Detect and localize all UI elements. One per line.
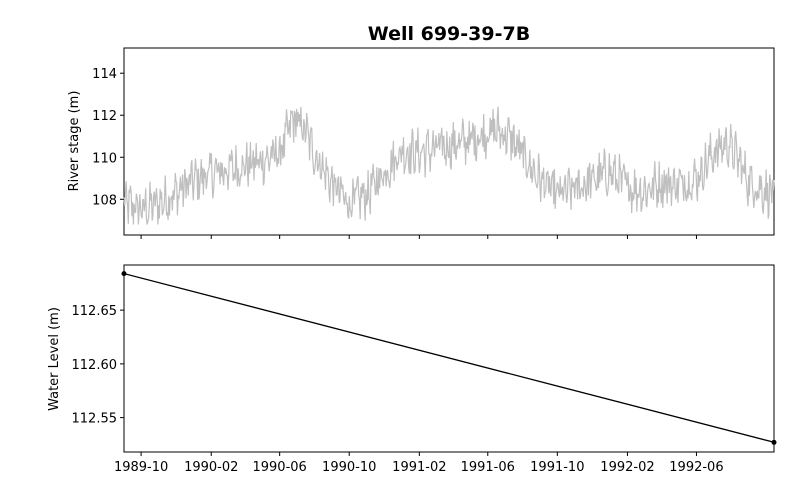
x-tick-label: 1990-10 [322,460,376,475]
water-level-point [121,271,127,277]
water-level-panel: 112.55 112.60 112.65 1989-10 1990-02 1990-06… [47,264,777,475]
x-tick-label: 1990-06 [252,460,306,475]
x-tick-label: 1991-06 [461,460,515,475]
water-level-x-ticks: 1989-10 1990-02 1990-06 1990-10 1991-02 1991-… [114,452,724,475]
x-tick-label: 1992-06 [669,460,723,475]
river-stage-y-tick-label: 112 [92,109,117,124]
x-tick-label: 1991-10 [530,460,584,475]
x-tick-label: 1990-02 [184,460,238,475]
river-stage-y-axis-label: River stage (m) [67,91,82,192]
water-level-y-ticks: 112.55 112.60 112.65 [72,304,124,427]
river-stage-panel: 108 110 112 114 River stage (m) [67,47,775,239]
river-stage-series [123,106,775,225]
river-stage-y-tick-label: 114 [92,67,117,82]
water-level-y-tick-label: 112.55 [72,412,118,427]
x-tick-label: 1991-02 [392,460,446,475]
x-tick-label: 1989-10 [114,460,168,475]
river-stage-y-tick-label: 108 [92,193,117,208]
x-tick-label: 1992-02 [600,460,654,475]
water-level-series [121,271,777,445]
river-stage-line [123,106,775,225]
water-level-y-axis-label: Water Level (m) [47,307,62,411]
water-level-line [123,272,775,443]
river-stage-y-ticks: 108 110 112 114 [92,67,124,208]
water-level-y-tick-label: 112.65 [72,304,118,319]
water-level-point [771,439,777,445]
water-level-y-tick-label: 112.60 [72,358,118,373]
chart-title: Well 699-39-7B [368,23,530,45]
river-stage-y-tick-label: 110 [92,151,117,166]
river-stage-x-ticks [140,235,697,239]
